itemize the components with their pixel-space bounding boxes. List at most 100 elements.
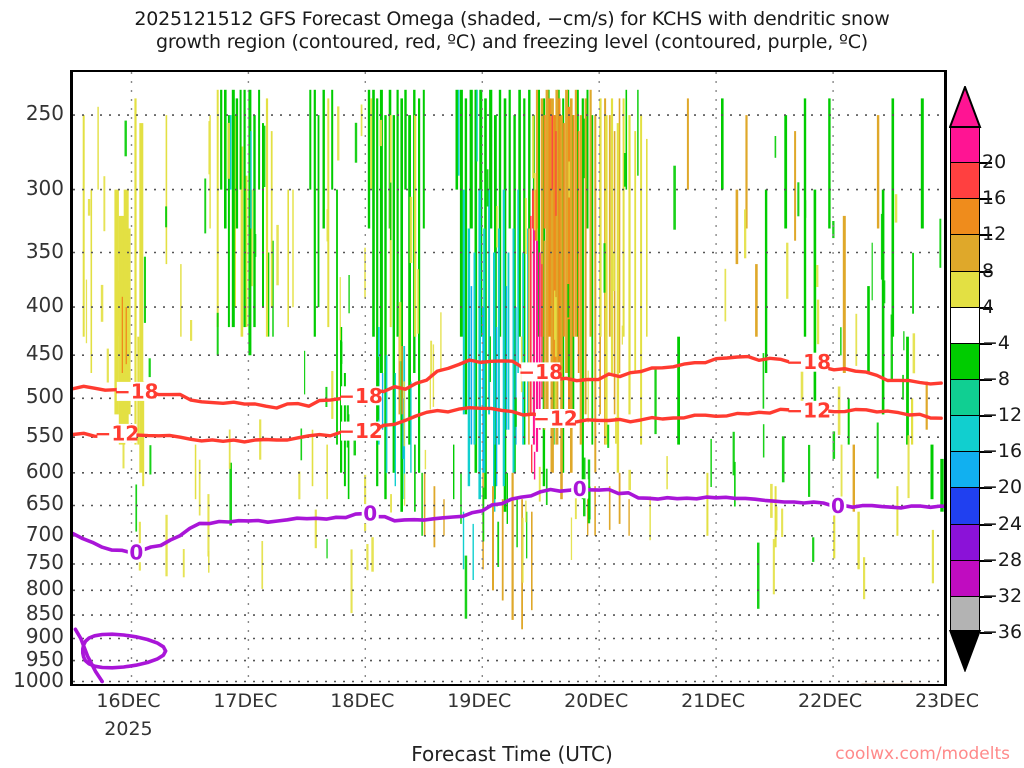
omega-cell xyxy=(565,89,569,374)
omega-cell xyxy=(309,89,312,190)
omega-cell xyxy=(364,474,367,532)
omega-cell xyxy=(762,424,765,458)
omega-cell xyxy=(775,506,778,531)
omega-cell xyxy=(812,537,815,562)
omega-cell xyxy=(125,307,127,365)
omega-cell xyxy=(488,189,491,415)
colorbar-segment xyxy=(950,270,980,309)
omega-cell xyxy=(532,114,535,179)
omega-cell xyxy=(404,89,407,190)
omega-cell xyxy=(524,198,527,254)
omega-cell xyxy=(381,373,384,430)
omega-cell xyxy=(216,89,219,328)
omega-cell xyxy=(496,206,498,248)
omega-cell xyxy=(618,472,621,524)
contour-label-minus18: −18 xyxy=(786,350,831,374)
omega-cell xyxy=(832,431,836,459)
y-tick-label: 250 xyxy=(25,101,64,126)
omega-cell xyxy=(364,247,366,299)
contour-freezing-level xyxy=(73,487,944,555)
omega-cell xyxy=(842,215,846,373)
omega-cell xyxy=(220,89,223,190)
omega-cell xyxy=(735,189,739,265)
x-tick-label: 23DEC xyxy=(914,690,980,712)
omega-cell xyxy=(555,89,559,445)
y-tick-label: 400 xyxy=(25,293,64,318)
omega-cell xyxy=(871,242,873,301)
colorbar-tick-label: −16 xyxy=(982,440,1023,463)
y-tick-label: 650 xyxy=(25,491,64,516)
omega-cell xyxy=(396,89,399,337)
omega-cell xyxy=(584,98,587,415)
omega-cell xyxy=(239,89,242,190)
x-tick-label: 16DEC xyxy=(96,690,161,712)
x-tick-label: 20DEC xyxy=(564,690,629,712)
omega-cell xyxy=(376,98,379,487)
omega-cell xyxy=(797,182,800,217)
x-axis-title: Forecast Time (UTC) xyxy=(411,742,613,766)
omega-cell xyxy=(568,161,570,198)
omega-cell xyxy=(502,189,505,487)
omega-cell xyxy=(460,472,462,524)
omega-cell xyxy=(621,325,623,345)
omega-cell xyxy=(457,89,460,176)
colorbar-segment xyxy=(950,451,980,489)
omega-cell xyxy=(371,537,374,572)
omega-cell xyxy=(262,123,264,308)
colorbar-tick-mark xyxy=(980,451,992,454)
colorbar-tick-label: −4 xyxy=(982,331,1011,354)
credit-link[interactable]: coolwx.com/modelts xyxy=(835,744,1010,764)
contour-label-minus12-backdrop xyxy=(535,409,575,428)
omega-cell xyxy=(394,373,396,487)
colorbar-tick-label: 20 xyxy=(982,151,1007,174)
omega-cell xyxy=(360,104,363,137)
omega-cell xyxy=(248,89,252,356)
colorbar-tick-mark xyxy=(980,487,992,490)
omega-cell xyxy=(453,444,455,500)
colorbar-tick-mark xyxy=(980,415,992,418)
y-tick-label: 600 xyxy=(25,458,64,483)
omega-cell xyxy=(340,341,343,364)
omega-cell xyxy=(410,381,412,473)
plot-canvas: −18 −18 −18 −18 −12 −12 −12 −12 0 0 0 0 xyxy=(70,70,947,686)
omega-cell xyxy=(459,89,463,337)
omega-cell xyxy=(587,499,589,536)
omega-cell xyxy=(229,115,232,190)
colorbar-tick-mark xyxy=(980,162,992,165)
omega-cell xyxy=(931,529,934,584)
contour-label-minus12-backdrop xyxy=(97,423,137,443)
omega-cell xyxy=(847,398,850,445)
omega-cell xyxy=(235,98,239,229)
omega-cell xyxy=(610,98,614,374)
omega-cell xyxy=(501,499,504,601)
omega-cell xyxy=(784,115,788,229)
omega-cell xyxy=(135,484,138,532)
contour-label-freezing: 0 xyxy=(363,502,377,526)
omega-cell xyxy=(478,189,481,500)
colorbar-segment xyxy=(950,595,980,634)
colorbar-tick-label: 4 xyxy=(982,295,995,318)
colorbar-tick-label: 8 xyxy=(982,259,995,282)
omega-cell xyxy=(588,486,591,520)
colorbar-under-arrow xyxy=(949,630,982,672)
omega-cell xyxy=(867,286,870,373)
omega-cell xyxy=(852,444,855,512)
omega-cell xyxy=(139,123,144,473)
omega-cell xyxy=(106,348,109,383)
omega-cell xyxy=(940,458,944,512)
colorbar-tick-mark xyxy=(980,523,992,526)
omega-cell xyxy=(100,284,104,322)
contour-freezing-level-tail xyxy=(73,627,104,684)
omega-cell xyxy=(402,398,404,459)
omega-cell xyxy=(464,98,468,415)
omega-cell xyxy=(570,98,573,473)
omega-cell xyxy=(267,252,270,337)
omega-cell xyxy=(508,89,511,229)
omega-cell xyxy=(906,336,909,445)
omega-cell xyxy=(311,429,314,487)
contour-label-minus18-backdrop xyxy=(789,352,829,372)
omega-cell xyxy=(148,358,151,378)
omega-cell xyxy=(165,206,168,228)
contour-label-minus12: −12 xyxy=(95,421,140,445)
omega-cell xyxy=(605,115,608,445)
